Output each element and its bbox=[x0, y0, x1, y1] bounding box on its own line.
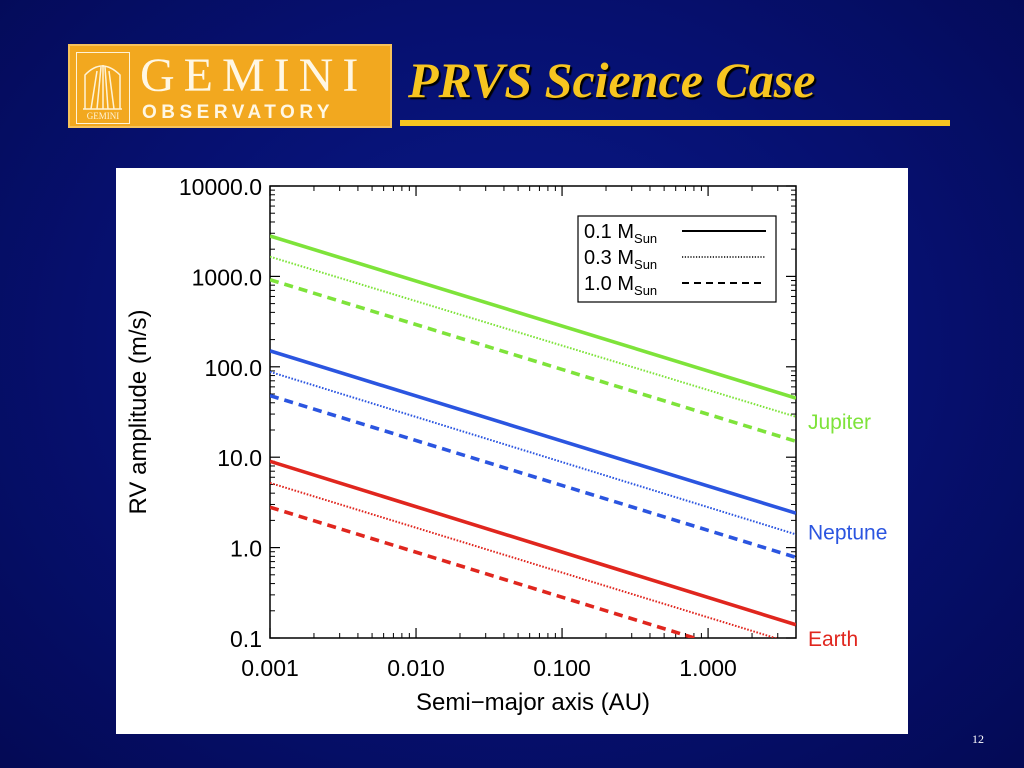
rv-amplitude-chart: 0.1 1.0 10.0 100.0 1000.0 10000.0 0.001 0.010 0.… bbox=[125, 174, 887, 716]
neptune-dashed-line bbox=[270, 393, 796, 560]
plot-frame bbox=[269, 185, 797, 639]
jupiter-dotted-line bbox=[270, 255, 796, 418]
neptune-label: Neptune bbox=[808, 522, 887, 545]
telescope-emblem-icon: GEMINI bbox=[76, 52, 130, 124]
jupiter-label: Jupiter bbox=[808, 411, 871, 434]
jupiter-solid-line bbox=[270, 234, 796, 400]
y-tick-label: 10000.0 bbox=[179, 174, 262, 200]
slide-title: PRVS Science Case bbox=[408, 52, 816, 108]
earth-dashed-line bbox=[270, 505, 701, 638]
y-tick-label: 0.1 bbox=[230, 626, 262, 652]
legend-label: 0.1 MSun bbox=[584, 221, 657, 246]
emblem-label: GEMINI bbox=[86, 111, 120, 121]
earth-dotted-line bbox=[270, 481, 779, 638]
y-tick-label: 1.0 bbox=[230, 536, 262, 562]
legend-label: 1.0 MSun bbox=[584, 273, 657, 298]
jupiter-dashed-line bbox=[270, 277, 796, 444]
gemini-observatory-logo: GEMINI GEMINI OBSERVATORY bbox=[68, 44, 392, 128]
y-tick-label: 10.0 bbox=[217, 445, 262, 471]
x-axis-label: Semi−major axis (AU) bbox=[416, 689, 650, 716]
y-tick-label: 100.0 bbox=[204, 355, 262, 381]
x-tick-label: 0.001 bbox=[241, 655, 299, 681]
x-tick-label: 1.000 bbox=[679, 655, 737, 681]
y-axis-label: RV amplitude (m/s) bbox=[125, 310, 152, 515]
neptune-solid-line bbox=[270, 349, 796, 515]
logo-subtitle: OBSERVATORY bbox=[142, 102, 335, 123]
earth-label: Earth bbox=[808, 628, 858, 651]
x-tick-label: 0.100 bbox=[533, 655, 591, 681]
y-tick-label: 1000.0 bbox=[192, 264, 262, 290]
slide-number: 12 bbox=[972, 732, 984, 746]
x-tick-label: 0.010 bbox=[387, 655, 445, 681]
neptune-dotted-line bbox=[270, 370, 796, 536]
title-underline bbox=[400, 120, 950, 126]
chart-panel: 0.1 1.0 10.0 100.0 1000.0 10000.0 0.001 0.010 0.… bbox=[116, 168, 908, 734]
legend-label: 0.3 MSun bbox=[584, 247, 657, 272]
earth-solid-line bbox=[270, 459, 796, 627]
logo-name: GEMINI bbox=[140, 49, 368, 102]
